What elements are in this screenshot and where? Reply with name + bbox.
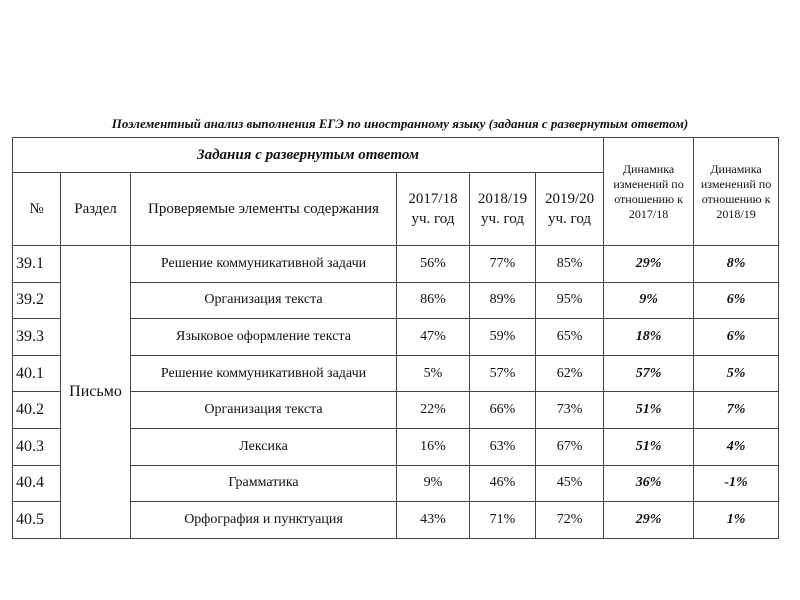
- dynamics-value: 57%: [603, 354, 695, 393]
- group-header: Задания с развернутым ответом: [11, 137, 605, 173]
- dynamics-value: 6%: [693, 318, 780, 356]
- table-row: 39.2 Организация текста 86% 89% 95% 9% 6%: [12, 281, 780, 320]
- year-value: 16%: [396, 427, 470, 466]
- column-header: Динамика изменений по отношению к 2017/1…: [603, 137, 695, 246]
- content-element: Решение коммуникативной задачи: [130, 354, 397, 393]
- year-value: 45%: [534, 464, 605, 503]
- table-row: 39.3 Языковое оформление текста 47% 59% 65% 1…: [12, 318, 780, 356]
- content-element: Орфография и пунктуация: [130, 501, 397, 539]
- year-value: 5%: [396, 354, 470, 393]
- year-value: 63%: [469, 427, 536, 466]
- column-header: 2018/19 уч. год: [469, 172, 536, 246]
- year-value: 77%: [469, 245, 536, 283]
- task-number: 40.3: [12, 427, 61, 466]
- year-value: 57%: [469, 354, 536, 393]
- content-element: Языковое оформление текста: [130, 318, 397, 356]
- dynamics-value: 9%: [603, 281, 695, 320]
- table-row: 40.5 Орфография и пунктуация 43% 71% 72% 29% 1…: [12, 501, 780, 539]
- year-value: 71%: [469, 501, 536, 539]
- year-value: 67%: [534, 427, 605, 466]
- table-row: 40.2 Организация текста 22% 66% 73% 51% 7%: [12, 391, 780, 429]
- year-value: 9%: [396, 464, 470, 503]
- dynamics-value: -1%: [693, 464, 780, 503]
- dynamics-value: 8%: [693, 245, 780, 283]
- column-header: Динамика изменений по отношению к 2018/1…: [693, 137, 780, 246]
- section-cell: Письмо: [60, 245, 131, 539]
- table-title: Поэлементный анализ выполнения ЕГЭ по ин…: [111, 116, 689, 131]
- dynamics-value: 29%: [603, 501, 695, 539]
- dynamics-value: 29%: [603, 245, 695, 283]
- year-value: 22%: [396, 391, 470, 429]
- year-value: 62%: [534, 354, 605, 393]
- task-number: 40.1: [12, 354, 61, 393]
- content-element: Решение коммуникативной задачи: [130, 245, 397, 283]
- table-row: 39.1 Письмо Решение коммуникативной задачи…: [12, 245, 780, 539]
- year-value: 66%: [469, 391, 536, 429]
- dynamics-value: 51%: [603, 391, 695, 429]
- header-row: Задания с развернутым ответом Динамика из…: [11, 137, 780, 246]
- dynamics-value: 51%: [603, 427, 695, 466]
- year-value: 43%: [396, 501, 470, 539]
- dynamics-value: 18%: [603, 318, 695, 356]
- year-value: 73%: [534, 391, 605, 429]
- content-element: Организация текста: [130, 281, 397, 320]
- year-value: 46%: [469, 464, 536, 503]
- year-value: 65%: [534, 318, 605, 356]
- column-header: 2017/18 уч. год: [396, 172, 470, 246]
- dynamics-value: 5%: [693, 354, 780, 393]
- year-value: 85%: [534, 245, 605, 283]
- task-number: 39.1: [12, 245, 61, 283]
- header-row: № Раздел Проверяемые элементы содержания 20…: [12, 172, 779, 246]
- content-element: Грамматика: [130, 464, 397, 503]
- column-header: №: [12, 172, 61, 246]
- results-table: Задания с развернутым ответом Динамика из…: [11, 137, 780, 539]
- column-header: 2019/20 уч. год: [534, 172, 605, 246]
- task-number: 39.2: [12, 281, 61, 320]
- table-row: 40.4 Грамматика 9% 46% 45% 36% -1%: [12, 464, 780, 503]
- dynamics-value: 36%: [603, 464, 695, 503]
- year-value: 72%: [534, 501, 605, 539]
- task-number: 40.2: [12, 391, 61, 429]
- task-number: 40.4: [12, 464, 61, 503]
- year-value: 47%: [396, 318, 470, 356]
- dynamics-value: 1%: [693, 501, 780, 539]
- dynamics-value: 6%: [693, 281, 780, 320]
- task-number: 39.3: [12, 318, 61, 356]
- dynamics-value: 7%: [693, 391, 780, 429]
- column-header: Раздел: [60, 172, 131, 246]
- year-value: 95%: [534, 281, 605, 320]
- content-element: Лексика: [130, 427, 397, 466]
- year-value: 89%: [469, 281, 536, 320]
- year-value: 56%: [396, 245, 470, 283]
- column-header: Проверяемые элементы содержания: [130, 172, 397, 246]
- dynamics-value: 4%: [693, 427, 780, 466]
- year-value: 59%: [469, 318, 536, 356]
- content-element: Организация текста: [130, 391, 397, 429]
- task-number: 40.5: [12, 501, 61, 539]
- year-value: 86%: [396, 281, 470, 320]
